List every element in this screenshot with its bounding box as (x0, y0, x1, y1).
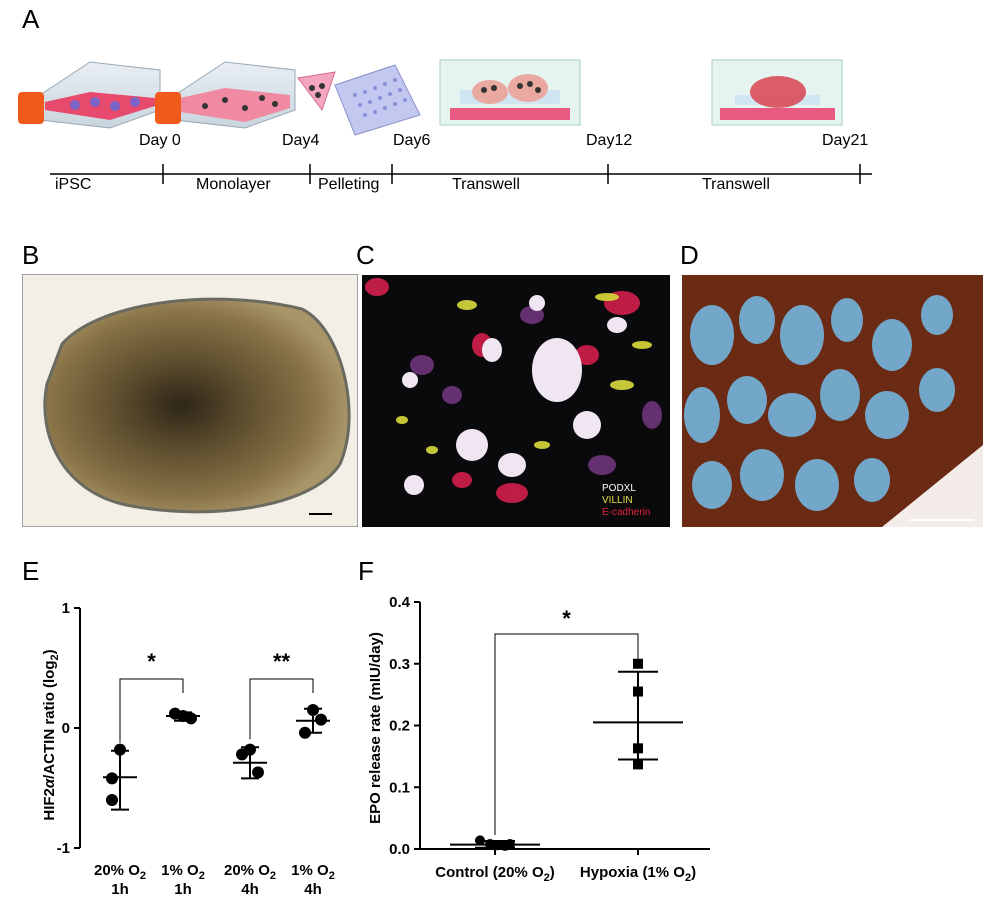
e-data-point (106, 772, 118, 785)
legend-villin: VILLIN (602, 495, 633, 506)
panel-label-f: F (358, 556, 374, 586)
e-x-tick-label: 20% O2 (224, 862, 276, 882)
transwell-icon (439, 59, 581, 126)
f-y-axis-label: EPO release rate (mIU/day) (367, 632, 384, 824)
f-significance-bracket (494, 633, 639, 835)
e-significance-bracket (119, 678, 184, 743)
protocol-schematic (18, 59, 843, 136)
e-y-tick-label: -1 (57, 840, 70, 857)
f-y-tick-label: 0.0 (389, 841, 410, 858)
e-data-point (252, 766, 264, 779)
timeline-stage-label: Transwell (702, 176, 770, 193)
f-x-tick-label: Hypoxia (1% O2) (580, 864, 696, 884)
panel-label-b: B (22, 240, 40, 270)
brightfield-organoid-image (22, 274, 358, 527)
e-data-point (315, 713, 327, 726)
panel-label-c: C (356, 240, 375, 270)
timeline-day-label: Day4 (282, 132, 320, 149)
timeline-stage-label: Monolayer (196, 176, 271, 193)
e-significance-bracket (249, 678, 314, 740)
f-y-tick-label: 0.1 (389, 779, 410, 796)
e-x-tick-label: 1h (111, 881, 129, 898)
timeline-axis (50, 164, 872, 184)
timeline-day-label: Day 0 (139, 132, 181, 149)
f-x-tick-label: Control (20% O2) (435, 864, 554, 884)
timeline-day-label: Day21 (822, 132, 869, 149)
e-data-point (114, 743, 126, 756)
timeline-day-label: Day6 (393, 132, 431, 149)
panel-label-a: A (22, 4, 40, 34)
timeline-stage-label: iPSC (55, 176, 92, 193)
e-data-point (236, 748, 248, 761)
e-x-tick-label: 20% O2 (94, 862, 146, 882)
f-y-tick-label: 0.2 (389, 718, 410, 735)
transwell-icon (711, 59, 843, 126)
culture-flask-icon (18, 61, 161, 129)
e-x-tick-label: 4h (304, 881, 322, 898)
immunofluorescence-image: PODXL VILLIN E-cadherin (362, 275, 670, 527)
legend-podxl: PODXL (602, 483, 636, 494)
panel-label-e: E (22, 556, 40, 586)
e-significance-label: ** (273, 649, 291, 674)
e-x-tick-label: 1% O2 (161, 862, 205, 882)
immunohistochemistry-image (682, 275, 983, 527)
e-y-tick-label: 1 (62, 600, 70, 617)
legend-ecadherin: E-cadherin (602, 507, 650, 518)
chart-f: EPO release rate (mIU/day) 0.4 0.3 0.2 0.1 0.… (367, 594, 710, 884)
e-y-axis-label: HIF2α/ACTIN ratio (log2) (41, 649, 61, 820)
f-data-point (633, 759, 643, 770)
e-y-tick-label: 0 (62, 720, 70, 737)
timeline-stage-label: Transwell (452, 176, 520, 193)
e-x-tick-label: 1h (174, 881, 192, 898)
pellet-plate-icon (297, 64, 421, 136)
f-y-tick-label: 0.4 (389, 594, 411, 611)
e-data-point (106, 794, 118, 806)
timeline-stage-label: Pelleting (318, 176, 380, 193)
e-x-tick-label: 1% O2 (291, 862, 335, 882)
f-significance-label: * (562, 606, 571, 631)
timeline-day-label: Day12 (586, 132, 633, 149)
f-y-tick-label: 0.3 (389, 656, 410, 673)
e-x-tick-label: 4h (241, 881, 259, 898)
chart-e: HIF2α/ACTIN ratio (log2) 10-120% O21h1% … (41, 600, 335, 898)
e-significance-label: * (147, 649, 156, 674)
panel-label-d: D (680, 240, 699, 270)
culture-flask-icon (155, 61, 296, 129)
